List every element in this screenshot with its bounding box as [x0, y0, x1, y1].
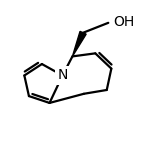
Text: OH: OH: [113, 15, 134, 29]
Polygon shape: [72, 31, 86, 56]
Text: N: N: [57, 69, 68, 83]
